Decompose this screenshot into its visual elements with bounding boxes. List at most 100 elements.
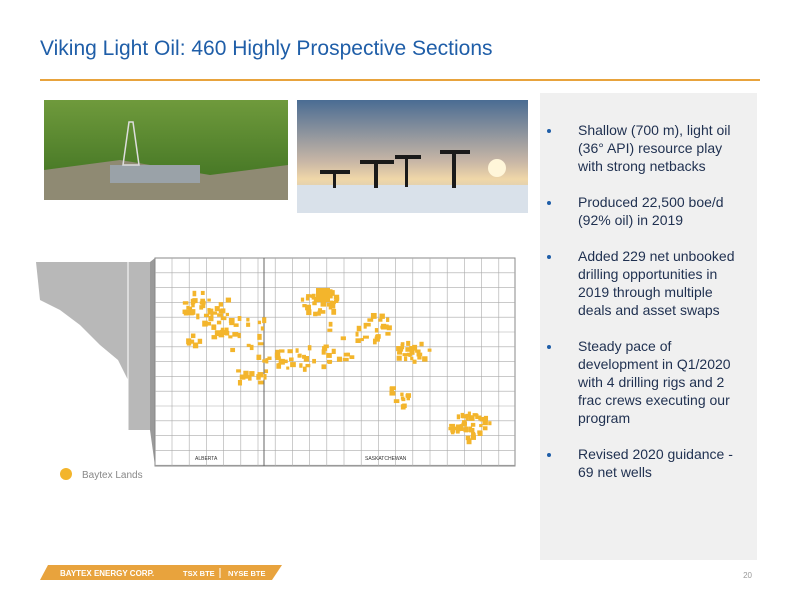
land-parcel <box>318 308 323 312</box>
land-parcel <box>320 300 327 307</box>
bullet-text: (36° API) resource play <box>578 140 722 156</box>
land-parcel <box>236 369 241 373</box>
land-parcel <box>299 363 303 368</box>
map-frame <box>154 257 516 467</box>
land-parcel <box>362 335 369 339</box>
land-parcel <box>246 322 251 327</box>
footer-nyse: NYSE BTE <box>228 569 266 578</box>
land-parcel <box>393 399 400 404</box>
land-parcel <box>456 414 461 420</box>
province-inset <box>36 258 155 466</box>
land-parcel <box>385 331 391 336</box>
land-parcel <box>211 335 218 340</box>
land-parcel <box>409 349 414 355</box>
land-parcel <box>326 302 331 307</box>
land-parcel <box>225 330 230 336</box>
land-parcel <box>237 380 243 386</box>
land-parcel <box>470 435 476 440</box>
land-parcel <box>412 359 417 364</box>
land-parcel <box>225 297 232 303</box>
land-parcel <box>202 322 206 327</box>
map-grid <box>155 258 515 466</box>
land-parcel <box>470 422 476 427</box>
land-parcel <box>331 348 336 354</box>
bullet-text: drilling opportunities in <box>578 266 717 282</box>
land-parcel <box>305 363 311 368</box>
land-parcel <box>349 355 355 360</box>
land-parcel <box>290 362 296 368</box>
land-parcel <box>207 298 211 302</box>
land-parcel <box>408 353 412 357</box>
land-parcel <box>267 356 272 360</box>
map-label: ALBERTA <box>195 456 218 462</box>
land-parcel <box>450 426 455 433</box>
land-parcel <box>199 305 204 310</box>
land-parcel <box>322 346 328 351</box>
land-parcel <box>479 424 483 428</box>
land-parcel <box>330 290 335 296</box>
land-parcel <box>355 331 359 337</box>
land-parcel <box>328 294 333 299</box>
land-parcel <box>402 353 408 357</box>
land-parcel <box>212 311 218 315</box>
land-parcel <box>419 341 424 347</box>
bullet-text: frac crews executing our <box>578 392 730 408</box>
land-parcel <box>192 290 197 297</box>
land-parcel <box>262 317 267 324</box>
land-parcel <box>329 302 334 308</box>
land-parcel <box>375 334 379 338</box>
land-parcel <box>257 333 262 340</box>
land-parcel <box>472 433 476 438</box>
map-label: SASKATCHEWAN <box>365 456 407 462</box>
land-parcel <box>464 426 469 433</box>
land-parcel <box>230 347 236 353</box>
title-rule <box>40 79 760 81</box>
land-parcel <box>406 340 411 346</box>
land-parcel <box>289 357 294 362</box>
land-parcel <box>249 371 255 377</box>
land-parcel <box>224 327 229 332</box>
bullet-text: deals and asset swaps <box>578 302 720 318</box>
land-parcel <box>216 320 222 325</box>
land-parcel <box>287 349 293 354</box>
land-parcel <box>406 395 411 401</box>
land-parcel <box>243 370 249 376</box>
land-parcel <box>386 317 390 322</box>
land-parcel <box>302 366 307 372</box>
land-parcel <box>257 372 264 378</box>
land-parcel <box>302 304 307 308</box>
land-parcel <box>300 297 305 302</box>
land-parcel <box>333 294 340 300</box>
land-parcel <box>328 321 333 327</box>
land-parcel <box>263 374 267 380</box>
land-parcel <box>211 324 217 330</box>
land-parcel <box>355 338 361 344</box>
bullet-text: program <box>578 410 630 426</box>
land-parcel <box>186 305 190 310</box>
bullet-dot <box>547 345 551 349</box>
land-parcel <box>449 423 456 427</box>
land-parcel <box>482 417 486 423</box>
land-parcel <box>389 391 396 396</box>
land-parcel <box>225 312 230 317</box>
land-parcel <box>232 332 239 337</box>
land-parcel <box>196 313 200 320</box>
land-parcel <box>370 312 377 319</box>
legend-label: Baytex Lands <box>82 470 143 481</box>
bullet-panel <box>540 93 757 560</box>
photo-drilling-rig <box>44 100 288 200</box>
land-parcel <box>274 352 281 358</box>
land-parcel <box>306 294 311 298</box>
land-parcel <box>467 411 471 418</box>
land-parcel <box>257 342 264 346</box>
land-parcel <box>360 338 364 342</box>
land-parcel <box>455 430 460 434</box>
land-parcel <box>278 349 285 353</box>
land-parcel <box>239 374 246 380</box>
land-parcel <box>365 322 371 327</box>
land-parcel <box>246 317 250 322</box>
land-parcel <box>410 356 414 361</box>
land-parcel <box>321 349 326 355</box>
land-parcel <box>192 342 199 349</box>
